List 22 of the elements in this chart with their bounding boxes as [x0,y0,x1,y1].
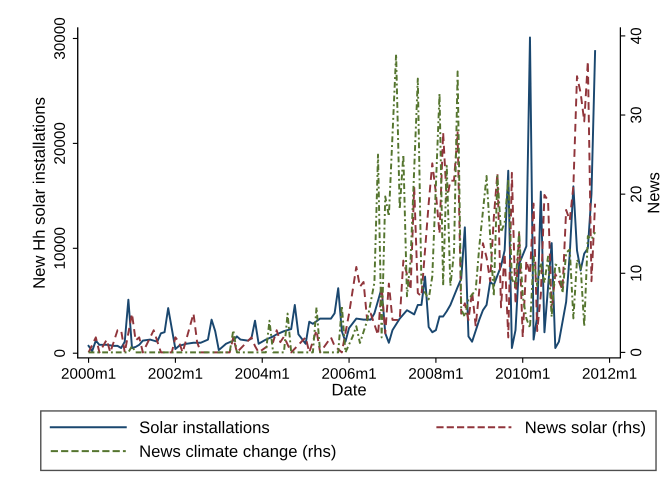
y2-tick-label: 10 [630,265,642,281]
y-tick-label: 20000 [54,122,65,164]
legend-label: News climate change (rhs) [140,444,336,460]
x-axis-title: Date [332,384,366,396]
x-tick-label: 2006m1 [322,368,376,379]
y-tick-label: 10000 [54,228,65,268]
y-tick-label: 30000 [54,18,65,60]
y2-tick-label: 40 [630,28,642,44]
y-axis-title: New Hh solar installations [32,98,45,288]
y-tick-label: 0 [54,350,65,357]
y2-tick-label: 30 [630,107,642,123]
x-tick-label: 2012m1 [582,368,636,379]
legend-label: Solar installations [140,420,270,434]
x-tick-label: 2000m1 [62,368,116,379]
x-tick-label: 2004m1 [235,368,290,379]
y2-tick-label: 20 [630,186,642,202]
y2-axis-title: News [648,172,660,212]
x-tick-label: 2010m1 [496,368,550,379]
y2-tick-label: 0 [630,348,642,356]
x-tick-label: 2008m1 [409,368,463,379]
legend-label: News solar (rhs) [526,420,645,437]
x-tick-label: 2002m1 [148,368,202,379]
